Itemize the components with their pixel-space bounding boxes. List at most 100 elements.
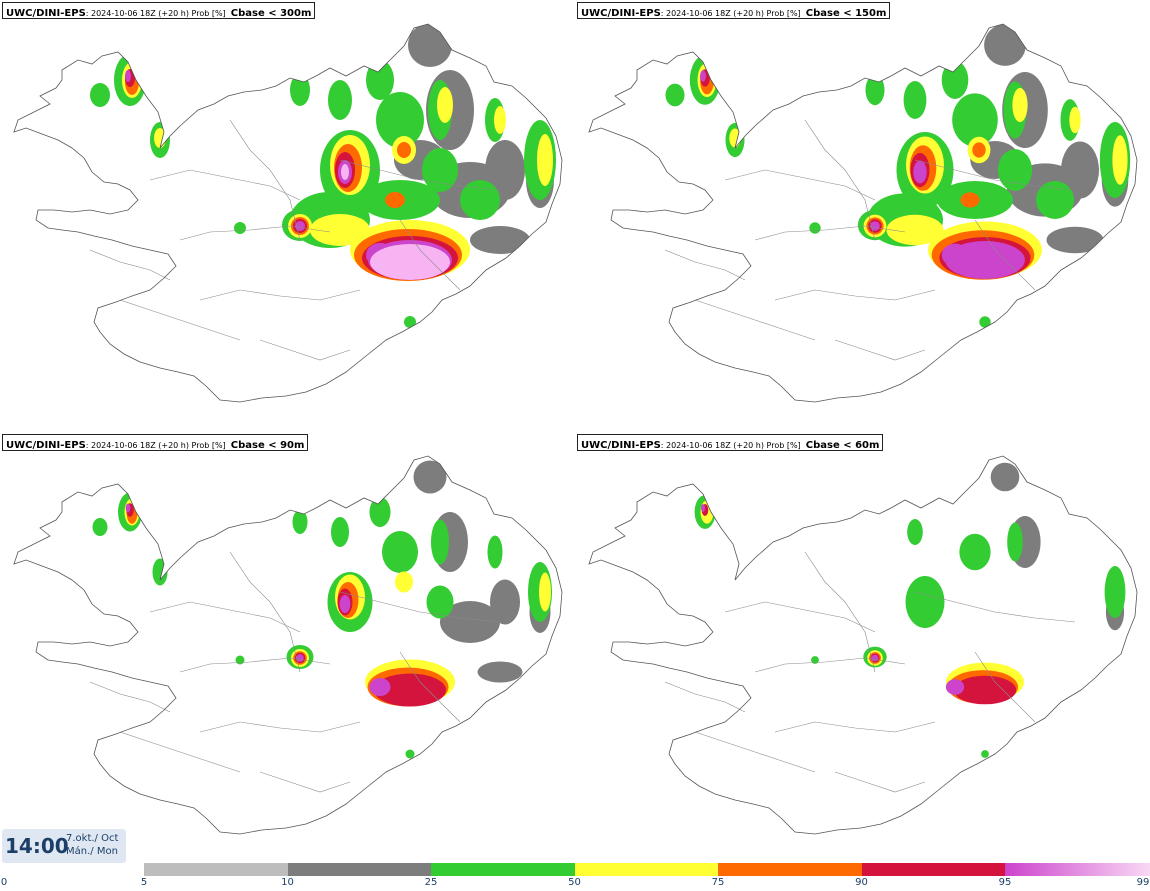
valid-time-clock: 14:00 (5, 834, 69, 858)
probability-area (490, 579, 520, 625)
scale-tick-label: 25 (424, 877, 438, 888)
probability-field (665, 24, 1131, 328)
road-line (754, 657, 906, 673)
road-line (804, 551, 876, 673)
scale-tick-label: 0 (0, 877, 8, 888)
probability-area (397, 142, 411, 158)
probability-area (369, 678, 391, 696)
road-line (339, 159, 501, 191)
valid-time-date: 7.okt./ Oct Mán./ Mon (66, 832, 118, 858)
road-line (914, 159, 1076, 191)
probability-area (125, 503, 131, 513)
threshold-label: Cbase < 300m (230, 8, 312, 19)
model-name: UWC/DINI-EPS (581, 440, 661, 451)
probability-area (328, 80, 352, 120)
probability-area (871, 654, 879, 662)
scale-tick-label: 99 (1136, 877, 1150, 888)
iceland-map (588, 23, 1138, 403)
road-line (664, 249, 746, 281)
probability-area (404, 316, 416, 328)
threshold-label: Cbase < 150m (805, 8, 887, 19)
probability-area (990, 462, 1020, 492)
probability-area (952, 93, 998, 147)
panel-title: UWC/DINI-EPS: 2024-10-06 18Z (+20 h) Pro… (577, 2, 891, 19)
scale-tick-label: 75 (711, 877, 725, 888)
road-line (399, 219, 461, 291)
road-line (724, 601, 876, 633)
probability-area (913, 160, 927, 184)
coastline (13, 23, 563, 403)
probability-area (1012, 87, 1028, 123)
model-name: UWC/DINI-EPS (6, 440, 86, 451)
road-line (119, 299, 241, 341)
probability-area (408, 24, 452, 67)
probability-area (1069, 106, 1081, 134)
probability-area (494, 106, 506, 134)
probability-area (125, 70, 131, 82)
probability-area (374, 673, 446, 707)
run-info: : 2024-10-06 18Z (+20 h) Prob [%] (85, 9, 226, 18)
probability-area (369, 497, 391, 527)
road-line (89, 681, 171, 713)
probability-area (865, 74, 885, 106)
scale-segment (431, 863, 575, 876)
probability-area (460, 180, 500, 220)
probability-area (972, 142, 986, 158)
iceland-map (13, 23, 563, 403)
road-line (149, 169, 301, 201)
probability-area (234, 222, 246, 234)
probability-area (405, 749, 415, 759)
probability-area (539, 572, 551, 612)
road-line (199, 721, 361, 733)
probability-area (152, 558, 168, 586)
probability-area (953, 675, 1017, 705)
road-line (229, 551, 301, 673)
road-line (259, 771, 351, 793)
iceland-map (13, 455, 563, 835)
probability-field (92, 460, 552, 759)
probability-area (395, 571, 413, 593)
probability-area (339, 595, 351, 613)
probability-area (1007, 522, 1023, 562)
road-line (974, 651, 1036, 723)
scale-segment (861, 863, 1005, 876)
road-line (179, 225, 331, 241)
probability-area (903, 81, 927, 119)
scale-segment (287, 863, 431, 876)
run-info: : 2024-10-06 18Z (+20 h) Prob [%] (660, 441, 801, 450)
probability-area (331, 517, 349, 547)
road-line (974, 219, 1036, 291)
probability-area (310, 214, 370, 246)
probability-area (907, 519, 923, 545)
road-line (339, 591, 501, 623)
road-line (179, 657, 331, 673)
map-panel-3: UWC/DINI-EPS: 2024-10-06 18Z (+20 h) Pro… (0, 432, 575, 862)
probability-area (366, 60, 394, 100)
probability-area (92, 518, 108, 536)
probability-area (413, 460, 447, 494)
probability-area (292, 510, 308, 534)
road-line (834, 339, 926, 361)
panel-title: UWC/DINI-EPS: 2024-10-06 18Z (+20 h) Pro… (577, 434, 884, 451)
probability-area (870, 221, 880, 231)
probability-area (1104, 566, 1126, 618)
probability-area (959, 533, 991, 571)
probability-area (376, 92, 424, 148)
scale-tick-label: 50 (568, 877, 581, 888)
scale-segment (144, 863, 288, 876)
probability-field (694, 462, 1126, 758)
road-line (89, 249, 171, 281)
road-line (774, 289, 936, 301)
date-line-1: 7.okt./ Oct (66, 833, 119, 844)
road-line (259, 339, 351, 361)
probability-area (700, 70, 706, 82)
model-name: UWC/DINI-EPS (581, 8, 661, 19)
threshold-label: Cbase < 90m (230, 440, 305, 451)
probability-color-scale: 0 5 10 25 50 75 90 95 99 (0, 862, 1150, 891)
probability-area (979, 316, 991, 328)
probability-area (90, 83, 110, 107)
probability-area (941, 243, 969, 267)
probability-area (487, 535, 503, 569)
road-line (804, 119, 876, 241)
probability-area (290, 74, 310, 106)
